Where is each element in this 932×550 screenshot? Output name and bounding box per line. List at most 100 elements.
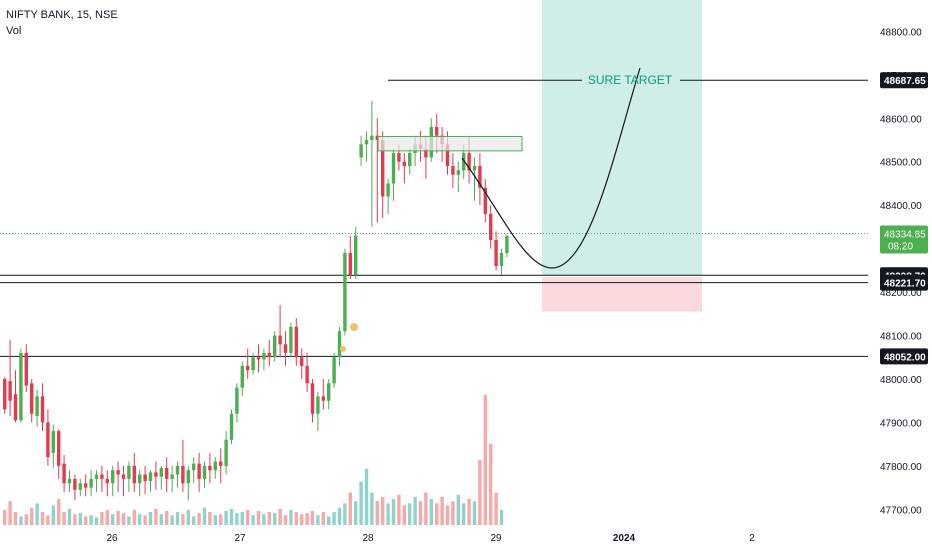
volume-bar xyxy=(84,516,88,525)
candle-body[interactable] xyxy=(472,166,477,171)
candle-body[interactable] xyxy=(435,126,439,136)
candle-body[interactable] xyxy=(192,463,196,471)
candle-body[interactable] xyxy=(305,365,309,384)
candle-body[interactable] xyxy=(186,470,190,484)
candle-body[interactable] xyxy=(478,166,482,188)
candle-body[interactable] xyxy=(354,235,358,275)
candle-body[interactable] xyxy=(300,357,304,366)
volume-bar xyxy=(213,515,217,525)
candle-body[interactable] xyxy=(262,352,266,360)
candle-body[interactable] xyxy=(213,461,217,471)
time-axis: 26 27 28 29 2024 2 xyxy=(106,533,755,544)
candle-body[interactable] xyxy=(208,465,212,471)
candle-body[interactable] xyxy=(505,235,509,253)
target-zone[interactable] xyxy=(542,0,702,276)
candle-body[interactable] xyxy=(8,381,12,401)
candle-body[interactable] xyxy=(424,148,428,158)
candle-body[interactable] xyxy=(165,468,169,479)
candle-body[interactable] xyxy=(321,396,325,401)
candle-body[interactable] xyxy=(467,153,471,171)
candle-body[interactable] xyxy=(343,252,347,332)
candle-body[interactable] xyxy=(51,431,55,453)
candle-body[interactable] xyxy=(240,365,244,388)
candle-body[interactable] xyxy=(175,465,180,475)
candle-body[interactable] xyxy=(251,357,255,371)
candle-body[interactable] xyxy=(451,166,455,175)
candle-body[interactable] xyxy=(138,474,142,484)
candle-body[interactable] xyxy=(386,183,390,197)
volume-bar xyxy=(499,509,504,525)
candle-body[interactable] xyxy=(229,413,234,440)
candle-body[interactable] xyxy=(105,478,109,484)
candle-body[interactable] xyxy=(332,357,336,384)
candle-body[interactable] xyxy=(370,135,374,140)
candle-body[interactable] xyxy=(402,161,406,167)
candle-body[interactable] xyxy=(40,396,45,423)
consolidation-box[interactable] xyxy=(377,136,523,152)
candle-body[interactable] xyxy=(310,383,315,414)
candle-body[interactable] xyxy=(327,383,331,401)
candle-body[interactable] xyxy=(391,153,396,184)
candle-body[interactable] xyxy=(224,439,228,466)
candle-body[interactable] xyxy=(13,394,18,421)
candle-body[interactable] xyxy=(143,474,147,482)
candle-body[interactable] xyxy=(289,326,293,353)
candle-body[interactable] xyxy=(273,335,277,358)
candle-body[interactable] xyxy=(154,472,158,477)
candle-body[interactable] xyxy=(445,144,450,167)
candle-body[interactable] xyxy=(456,170,460,175)
candle-body[interactable] xyxy=(57,431,61,466)
candle-body[interactable] xyxy=(375,135,379,140)
candle-body[interactable] xyxy=(89,478,93,488)
candle-body[interactable] xyxy=(397,153,401,162)
candle-body[interactable] xyxy=(132,465,136,484)
candle-body[interactable] xyxy=(30,383,34,414)
candle-body[interactable] xyxy=(100,474,104,479)
candle-body[interactable] xyxy=(494,239,498,266)
candle-body[interactable] xyxy=(246,365,250,371)
candle-body[interactable] xyxy=(3,378,7,410)
candle-body[interactable] xyxy=(78,483,82,490)
candle-body[interactable] xyxy=(19,352,23,421)
candle-body[interactable] xyxy=(278,335,282,345)
candle-body[interactable] xyxy=(316,396,320,414)
candle-body[interactable] xyxy=(235,387,239,414)
candle-body[interactable] xyxy=(159,468,163,477)
candle-body[interactable] xyxy=(337,331,342,358)
candle-body[interactable] xyxy=(283,344,288,353)
candle-body[interactable] xyxy=(359,144,363,158)
candle-body[interactable] xyxy=(408,153,412,167)
candle-body[interactable] xyxy=(348,252,352,275)
candle-body[interactable] xyxy=(267,352,271,358)
candle-body[interactable] xyxy=(256,357,261,360)
candle-body[interactable] xyxy=(197,463,201,479)
candle-body[interactable] xyxy=(24,352,28,386)
candle-body[interactable] xyxy=(489,213,493,240)
candle-body[interactable] xyxy=(116,470,120,475)
candle-body[interactable] xyxy=(381,140,385,197)
candle-body[interactable] xyxy=(62,463,66,484)
candle-body[interactable] xyxy=(127,465,131,479)
candle-body[interactable] xyxy=(202,465,207,479)
candle-body[interactable] xyxy=(170,474,174,479)
candle-body[interactable] xyxy=(94,474,99,479)
candle-body[interactable] xyxy=(499,252,504,266)
candle-body[interactable] xyxy=(111,470,115,484)
candle-body[interactable] xyxy=(67,478,72,484)
candle-body[interactable] xyxy=(364,140,369,145)
candle-body[interactable] xyxy=(35,396,39,416)
projection-curve[interactable] xyxy=(461,67,641,269)
volume-bar xyxy=(89,515,93,525)
candle-body[interactable] xyxy=(73,478,77,490)
candle-body[interactable] xyxy=(121,474,126,479)
candle-body[interactable] xyxy=(462,153,466,171)
candle-body[interactable] xyxy=(46,422,50,458)
volume-bar xyxy=(262,514,266,525)
candle-body[interactable] xyxy=(483,187,487,214)
candle-body[interactable] xyxy=(148,472,153,482)
candle-body[interactable] xyxy=(181,465,185,484)
candle-body[interactable] xyxy=(84,483,88,488)
candle-body[interactable] xyxy=(219,461,223,466)
candle-body[interactable] xyxy=(294,326,298,358)
